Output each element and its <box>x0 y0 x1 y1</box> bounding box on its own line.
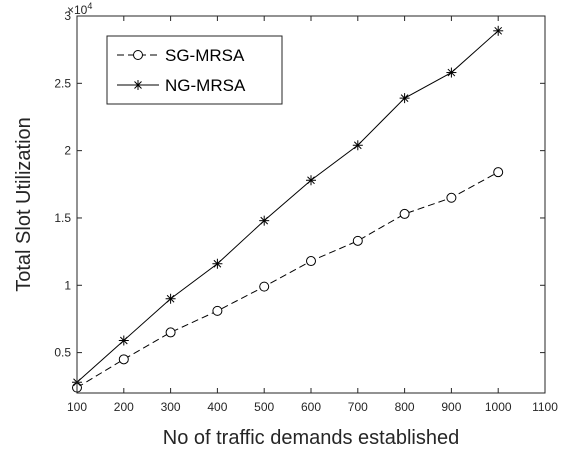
data-point-asterisk <box>259 215 270 226</box>
legend-entry: NG-MRSA <box>117 76 246 95</box>
data-point-asterisk <box>352 140 363 151</box>
data-point-asterisk <box>212 258 223 269</box>
y-tick-label: 1.5 <box>54 211 71 225</box>
legend-label: SG-MRSA <box>165 46 245 65</box>
x-tick-label: 1100 <box>532 400 558 414</box>
data-point-circle <box>133 50 143 60</box>
y-tick-label: 2.5 <box>54 76 71 90</box>
series-line <box>76 171 499 389</box>
series-ng-mrsa <box>72 25 504 388</box>
plot-frame <box>76 15 546 394</box>
data-point-asterisk <box>133 80 143 90</box>
x-tick-label: 900 <box>441 400 461 414</box>
y-tick-label: 1 <box>64 278 71 292</box>
y-tick-label: 2 <box>64 144 71 158</box>
data-point-circle <box>493 167 504 178</box>
x-tick-label: 800 <box>395 400 415 414</box>
legend-label: NG-MRSA <box>165 76 246 95</box>
data-point-asterisk <box>306 175 316 186</box>
legend-entry: SG-MRSA <box>117 46 245 65</box>
series-layer <box>72 25 504 393</box>
y-tick-label: 0.5 <box>54 346 71 360</box>
data-point-asterisk <box>399 93 410 104</box>
data-point-circle <box>259 281 270 292</box>
x-tick-label: 1000 <box>485 400 512 414</box>
data-point-asterisk <box>165 293 176 304</box>
x-axis-label: No of traffic demands established <box>163 427 459 449</box>
data-point-circle <box>118 354 129 365</box>
data-point-circle <box>352 235 363 246</box>
data-point-circle <box>165 327 176 338</box>
x-tick-label: 200 <box>114 400 134 414</box>
y-axis-exponent: ×104 <box>67 1 92 17</box>
x-tick-label: 700 <box>348 400 368 414</box>
legend-box <box>106 35 283 105</box>
x-axis-ticks: 100 200 300 400 500 600 700 800 900 1000 1100 <box>67 16 558 414</box>
series-sg-mrsa <box>72 167 504 393</box>
data-point-circle <box>212 305 223 316</box>
data-point-asterisk <box>446 67 457 78</box>
data-point-circle <box>446 192 457 203</box>
data-point-asterisk <box>118 335 129 346</box>
y-tick-label: 3 <box>64 9 71 23</box>
series-line <box>76 30 499 383</box>
y-axis-label: Total Slot Utilization <box>13 117 35 292</box>
legend: SG-MRSA NG-MRSA <box>106 35 283 105</box>
data-point-circle <box>399 208 410 219</box>
x-tick-label: 400 <box>207 400 227 414</box>
x-tick-label: 600 <box>301 400 321 414</box>
x-tick-label: 300 <box>161 400 181 414</box>
x-tick-label: 100 <box>67 400 87 414</box>
data-point-asterisk <box>493 25 504 36</box>
data-point-circle <box>306 256 316 267</box>
x-tick-label: 500 <box>254 400 274 414</box>
